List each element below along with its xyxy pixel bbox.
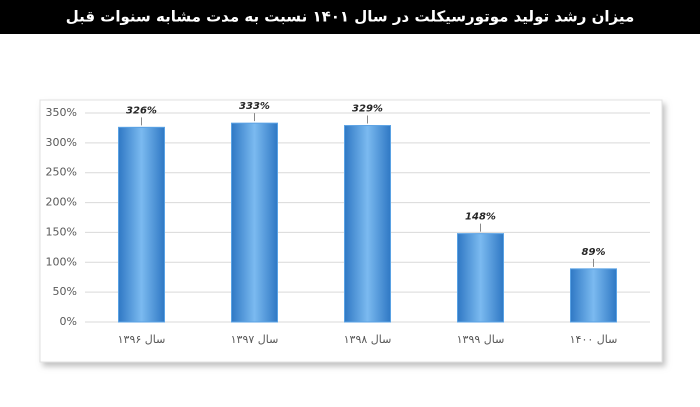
x-tick-label: سال ۱۳۹۹ bbox=[457, 333, 505, 346]
value-label: 148% bbox=[465, 212, 496, 223]
value-label: 89% bbox=[582, 247, 606, 258]
y-tick-label: 50% bbox=[53, 285, 77, 298]
bar bbox=[118, 126, 165, 323]
x-tick-label: سال ۱۴۰۰ bbox=[570, 333, 618, 346]
x-tick-label: سال ۱۳۹۷ bbox=[231, 333, 279, 346]
y-tick-label: 0% bbox=[60, 315, 77, 328]
bar bbox=[457, 233, 504, 323]
bar bbox=[570, 268, 617, 323]
value-label: 326% bbox=[126, 105, 157, 116]
chart-title: میزان رشد تولید موتورسیکلت در سال ۱۴۰۱ ن… bbox=[66, 8, 635, 26]
y-tick-label: 100% bbox=[46, 255, 77, 268]
y-tick-label: 250% bbox=[46, 166, 77, 179]
bar bbox=[344, 125, 391, 323]
y-tick-label: 300% bbox=[46, 136, 77, 149]
x-tick-label: سال ۱۳۹۶ bbox=[118, 333, 166, 346]
value-label: 329% bbox=[352, 104, 383, 115]
x-tick-label: سال ۱۳۹۸ bbox=[344, 333, 392, 346]
y-tick-label: 200% bbox=[46, 196, 77, 209]
y-tick-label: 350% bbox=[46, 106, 77, 119]
value-label: 333% bbox=[239, 101, 270, 112]
bar bbox=[231, 122, 278, 323]
title-bar bbox=[0, 0, 700, 34]
y-tick-label: 150% bbox=[46, 225, 77, 238]
